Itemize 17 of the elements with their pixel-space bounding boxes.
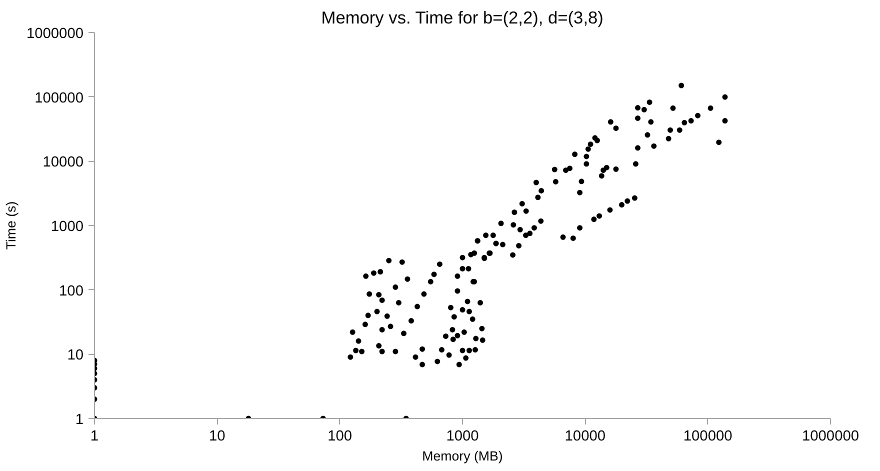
x-tick-label: 100	[328, 428, 352, 444]
x-tick-label: 10	[209, 428, 226, 444]
y-tick-label: 1000000	[26, 26, 84, 42]
x-tick-label: 1000	[446, 428, 479, 444]
y-tick-label: 100	[59, 283, 84, 300]
x-tick-label: 1000000	[802, 428, 860, 444]
y-tick-label: 10000	[42, 154, 84, 171]
y-axis-title: Time (s)	[3, 201, 18, 250]
y-tick-label: 10	[67, 348, 84, 364]
x-tick-label: 10000	[564, 428, 606, 444]
x-axis-title: Memory (MB)	[422, 448, 503, 464]
y-tick-label: 100000	[34, 90, 84, 106]
chart-title: Memory vs. Time for b=(2,2), d=(3,8)	[321, 8, 604, 28]
x-tick-label: 100000	[683, 428, 732, 444]
y-tick-label: 1000	[50, 219, 84, 235]
x-tick-label: 1	[90, 428, 99, 444]
y-tick-label: 1	[75, 412, 84, 428]
